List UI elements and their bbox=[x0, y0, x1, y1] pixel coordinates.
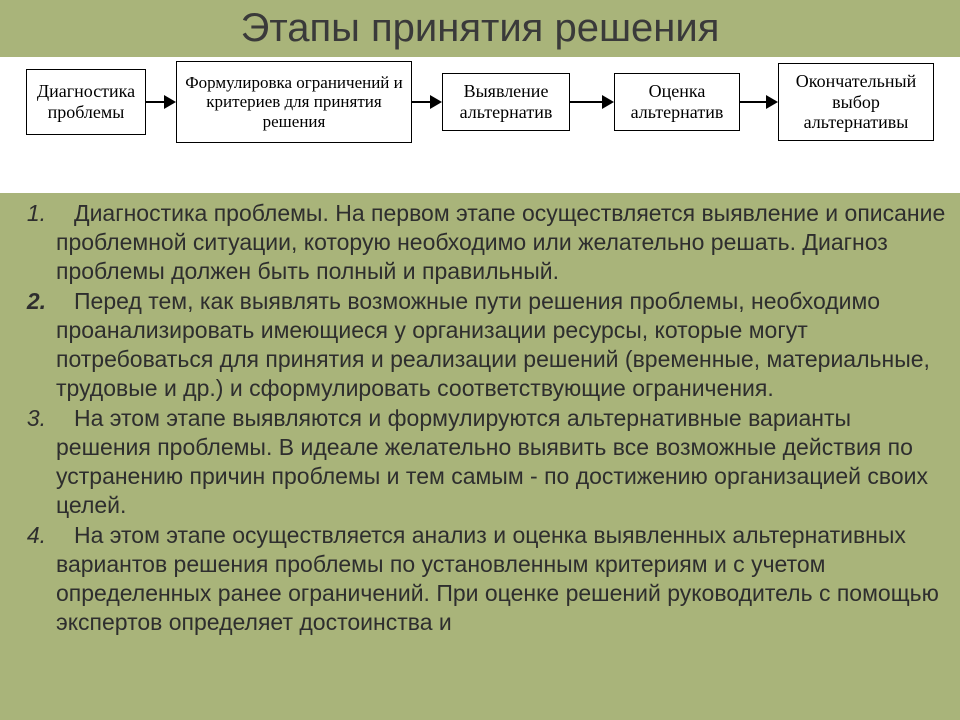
flowchart: Диагностика проблемы Формулировка огранич… bbox=[2, 61, 958, 143]
flow-node-n4: Оценка альтернатив bbox=[614, 73, 740, 131]
page-title: Этапы принятия решения bbox=[0, 0, 960, 57]
flow-node-n1: Диагностика проблемы bbox=[26, 69, 146, 135]
list-item-number: 1. bbox=[14, 199, 56, 285]
slide-page: Этапы принятия решения Диагностика пробл… bbox=[0, 0, 960, 720]
flow-arrow-icon bbox=[412, 90, 442, 114]
description-list: 1.Диагностика проблемы. На первом этапе … bbox=[0, 193, 960, 636]
list-item-text: На этом этапе выявляются и формулируются… bbox=[56, 404, 946, 519]
list-item-number: 3. bbox=[14, 404, 56, 519]
flow-node-n3: Выявление альтернатив bbox=[442, 73, 570, 131]
list-item-text: Диагностика проблемы. На первом этапе ос… bbox=[56, 199, 946, 285]
list-item-number: 2. bbox=[14, 287, 56, 402]
list-item: 3.На этом этапе выявляются и формулируют… bbox=[14, 404, 946, 519]
flow-arrow-icon bbox=[570, 90, 614, 114]
list-item-text: Перед тем, как выявлять возможные пути р… bbox=[56, 287, 946, 402]
flow-arrow-icon bbox=[146, 90, 176, 114]
list-item-number: 4. bbox=[14, 521, 56, 636]
list-item: 4.На этом этапе осуществляется анализ и … bbox=[14, 521, 946, 636]
flow-arrow-icon bbox=[740, 90, 778, 114]
flow-node-n5: Окончательный выбор альтернативы bbox=[778, 63, 934, 141]
list-item: 2.Перед тем, как выявлять возможные пути… bbox=[14, 287, 946, 402]
list-item: 1.Диагностика проблемы. На первом этапе … bbox=[14, 199, 946, 285]
flow-node-n2: Формулировка ограничений и критериев для… bbox=[176, 61, 412, 143]
list-item-text: На этом этапе осуществляется анализ и оц… bbox=[56, 521, 946, 636]
flowchart-container: Диагностика проблемы Формулировка огранич… bbox=[0, 57, 960, 193]
